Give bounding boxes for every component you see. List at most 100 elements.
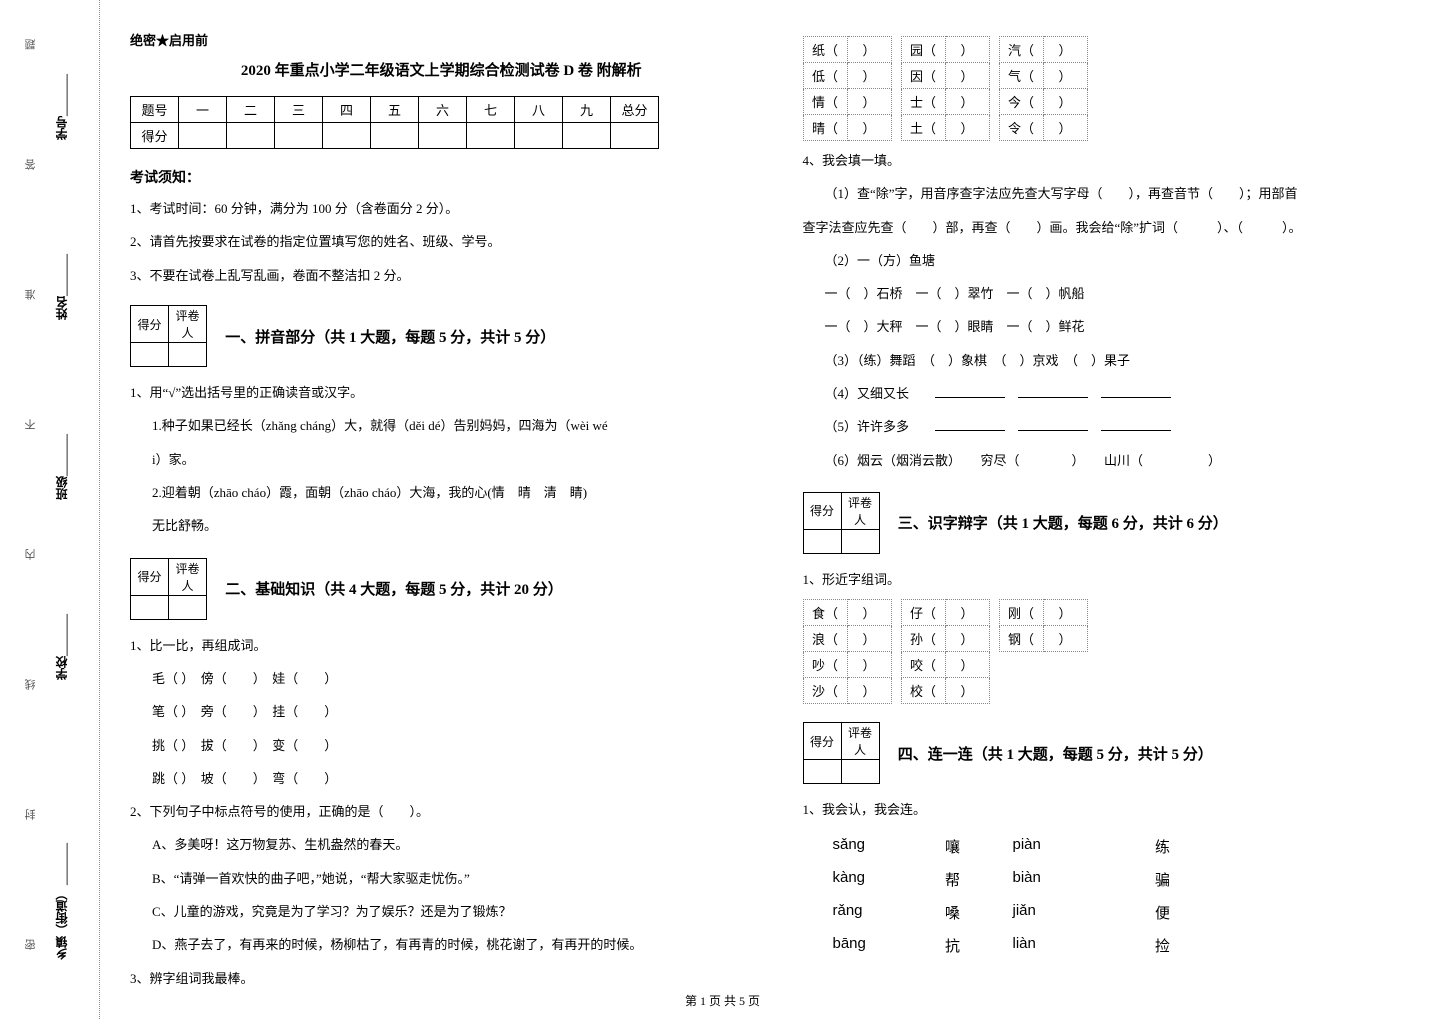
s2-q1-row1: 毛（ ） 傍（ ） 娃（ ） bbox=[130, 665, 753, 692]
s2-q2-optC: C、儿童的游戏，究竟是为了学习？为了娱乐？还是为了锻炼？ bbox=[130, 898, 753, 925]
dashed-feng: 封 bbox=[23, 803, 39, 820]
section2-header: 得分 评卷人 二、基础知识（共 4 大题，每题 5 分，共计 20 分） bbox=[130, 558, 753, 620]
connect-row-2: kàng 帮 biàn 骗 bbox=[803, 869, 1416, 890]
pinyin: biàn bbox=[983, 869, 1133, 890]
s1-q1-line2b: 无比舒畅。 bbox=[130, 512, 753, 539]
binding-strip: 乡镇（街道） _______ 学校_______ 班级_______ 姓名___… bbox=[0, 0, 100, 1019]
s4-q1-stem: 1、我会认，我会连。 bbox=[803, 796, 1416, 823]
char: 抗 bbox=[923, 935, 983, 956]
table-row: 低（） 因（） 气（） bbox=[803, 63, 1087, 89]
rules-heading: 考试须知： bbox=[130, 167, 753, 187]
pinyin: kàng bbox=[803, 869, 923, 890]
scorebox: 得分 评卷人 bbox=[130, 305, 207, 367]
s3-q1-stem: 1、形近字组词。 bbox=[803, 566, 1416, 593]
rule-1: 1、考试时间：60 分钟，满分为 100 分（含卷面分 2 分）。 bbox=[130, 197, 753, 220]
score-cell: 七 bbox=[467, 97, 515, 123]
confidential-label: 绝密★启用前 bbox=[130, 30, 753, 49]
score-cell: 一 bbox=[179, 97, 227, 123]
scorebox-label: 得分 bbox=[131, 306, 169, 343]
s3-q1-table: 食（） 仔（） 刚（） 浪（） 孙（） 钢（） 吵（） 咬（） 沙（） 校（） bbox=[803, 599, 1088, 704]
section4-header: 得分 评卷人 四、连一连（共 1 大题，每题 5 分，共计 5 分） bbox=[803, 722, 1416, 784]
s2-q2-optD: D、燕子去了，有再来的时候，杨柳枯了，有再青的时候，桃花谢了，有再开的时候。 bbox=[130, 931, 753, 958]
char: 练 bbox=[1133, 836, 1193, 857]
scorebox-label: 评卷人 bbox=[169, 558, 207, 595]
connect-row-3: rǎng 嗓 jiǎn 便 bbox=[803, 902, 1416, 923]
s2-q2-stem: 2、下列句子中标点符号的使用，正确的是（ ）。 bbox=[130, 798, 753, 825]
table-row: 晴（） 土（） 令（） bbox=[803, 115, 1087, 141]
char: 便 bbox=[1133, 902, 1193, 923]
score-cell: 八 bbox=[515, 97, 563, 123]
score-cell: 得分 bbox=[131, 123, 179, 149]
char: 嚷 bbox=[923, 836, 983, 857]
s2-q3-stem: 3、辨字组词我最棒。 bbox=[130, 965, 753, 992]
section4-title: 四、连一连（共 1 大题，每题 5 分，共计 5 分） bbox=[898, 743, 1213, 764]
right-column: 纸（） 园（） 汽（） 低（） 因（） 气（） 情（） 士（） bbox=[778, 30, 1426, 1009]
table-row: 食（） 仔（） 刚（） bbox=[803, 600, 1087, 626]
table-row: 沙（） 校（） bbox=[803, 678, 1087, 704]
char: 捡 bbox=[1133, 935, 1193, 956]
table-row: 纸（） 园（） 汽（） bbox=[803, 37, 1087, 63]
score-cell: 四 bbox=[323, 97, 371, 123]
score-cell: 总分 bbox=[611, 97, 659, 123]
table-row: 浪（） 孙（） 钢（） bbox=[803, 626, 1087, 652]
rule-2: 2、请首先按要求在试卷的指定位置填写您的姓名、班级、学号。 bbox=[130, 230, 753, 253]
connect-row-1: sǎng 嚷 piàn 练 bbox=[803, 836, 1416, 857]
pinyin: rǎng bbox=[803, 902, 923, 923]
left-column: 绝密★启用前 2020 年重点小学二年级语文上学期综合检测试卷 D 卷 附解析 … bbox=[130, 30, 778, 1009]
section1-header: 得分 评卷人 一、拼音部分（共 1 大题，每题 5 分，共计 5 分） bbox=[130, 305, 753, 367]
table-row: 得分 bbox=[131, 123, 659, 149]
s1-q1-line1b: i）家。 bbox=[130, 446, 753, 473]
pinyin: jiǎn bbox=[983, 902, 1133, 923]
s2-q4-l7: （4）又细又长 bbox=[803, 380, 1416, 407]
s2-q4-l8: （5）许许多多 bbox=[803, 413, 1416, 440]
section3-title: 三、识字辩字（共 1 大题，每题 6 分，共计 6 分） bbox=[898, 512, 1228, 533]
pinyin: sǎng bbox=[803, 836, 923, 857]
paper-title: 2020 年重点小学二年级语文上学期综合检测试卷 D 卷 附解析 bbox=[130, 59, 753, 80]
s2-q4-stem: 4、我会填一填。 bbox=[803, 147, 1416, 174]
score-cell: 题号 bbox=[131, 97, 179, 123]
section1-title: 一、拼音部分（共 1 大题，每题 5 分，共计 5 分） bbox=[225, 326, 555, 347]
page-footer: 第 1 页 共 5 页 bbox=[0, 992, 1445, 1009]
scorebox-label: 评卷人 bbox=[841, 492, 879, 529]
binding-label-name: 姓名_______ bbox=[53, 254, 70, 320]
char: 嗓 bbox=[923, 902, 983, 923]
pinyin: liàn bbox=[983, 935, 1133, 956]
pinyin: piàn bbox=[983, 836, 1133, 857]
s2-q4-l1: （1）查“除”字，用音序查字法应先查大写字母（ ），再查音节（ ）；用部首 bbox=[803, 180, 1416, 207]
pinyin: bāng bbox=[803, 935, 923, 956]
section2-title: 二、基础知识（共 4 大题，每题 5 分，共计 20 分） bbox=[225, 578, 563, 599]
s2-q1-stem: 1、比一比，再组成词。 bbox=[130, 632, 753, 659]
dashed-nei: 内 bbox=[23, 543, 39, 560]
page: 乡镇（街道） _______ 学校_______ 班级_______ 姓名___… bbox=[0, 0, 1445, 1019]
score-cell: 二 bbox=[227, 97, 275, 123]
s2-q2-optB: B、“请弹一首欢快的曲子吧，”她说，“帮大家驱走忧伤。” bbox=[130, 865, 753, 892]
s2-q4-l5: 一（ ）大秤 一（ ）眼睛 一（ ）鲜花 bbox=[803, 313, 1416, 340]
dashed-zhun: 准 bbox=[23, 283, 39, 300]
s1-q1-line2: 2.迎着朝（zhāo cháo）霞，面朝（zhāo cháo）大海，我的心(情 … bbox=[130, 479, 753, 506]
s2-q1-row4: 跳（ ） 坡（ ） 弯（ ） bbox=[130, 765, 753, 792]
binding-inner: 乡镇（街道） _______ 学校_______ 班级_______ 姓名___… bbox=[15, 10, 85, 970]
char: 骗 bbox=[1133, 869, 1193, 890]
score-cell: 九 bbox=[563, 97, 611, 123]
table-row: 题号 一 二 三 四 五 六 七 八 九 总分 bbox=[131, 97, 659, 123]
s2-q3-table: 纸（） 园（） 汽（） 低（） 因（） 气（） 情（） 士（） bbox=[803, 36, 1088, 141]
s2-q2-optA: A、多美呀！这万物复苏、生机盎然的春天。 bbox=[130, 831, 753, 858]
table-row: 情（） 士（） 今（） bbox=[803, 89, 1087, 115]
binding-label-township: 乡镇（街道） _______ bbox=[53, 843, 70, 960]
connect-row-4: bāng 抗 liàn 捡 bbox=[803, 935, 1416, 956]
dashed-bu: 不 bbox=[23, 413, 39, 430]
score-cell: 三 bbox=[275, 97, 323, 123]
scorebox-label: 评卷人 bbox=[841, 723, 879, 760]
char: 帮 bbox=[923, 869, 983, 890]
binding-label-class: 班级_______ bbox=[53, 434, 70, 500]
s2-q1-row3: 挑（ ） 拔（ ） 变（ ） bbox=[130, 732, 753, 759]
binding-label-school: 学校_______ bbox=[53, 614, 70, 680]
scorebox: 得分 评卷人 bbox=[803, 722, 880, 784]
scorebox-label: 得分 bbox=[803, 723, 841, 760]
score-table: 题号 一 二 三 四 五 六 七 八 九 总分 得分 bbox=[130, 96, 659, 149]
scorebox-label: 得分 bbox=[803, 492, 841, 529]
s2-q4-l2: 查字法查应先查（ ）部，再查（ ）画。我会给“除”扩词（ ）、（ ）。 bbox=[803, 214, 1416, 241]
rule-3: 3、不要在试卷上乱写乱画，卷面不整洁扣 2 分。 bbox=[130, 264, 753, 287]
s1-q1-stem: 1、用“√”选出括号里的正确读音或汉字。 bbox=[130, 379, 753, 406]
dashed-xian: 线 bbox=[23, 673, 39, 690]
